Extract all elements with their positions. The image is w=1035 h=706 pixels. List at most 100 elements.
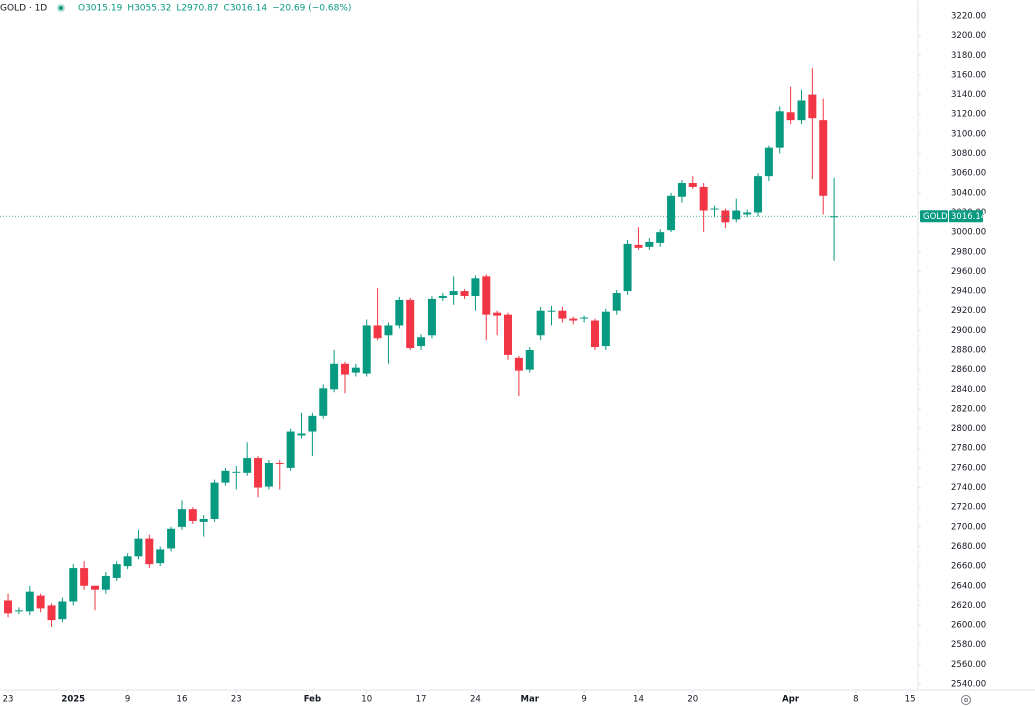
candle-body: [90, 585, 99, 590]
candle-body: [112, 564, 121, 578]
x-tick-label: 14: [633, 695, 644, 705]
candle-body: [569, 318, 578, 321]
candle-body: [221, 470, 230, 483]
y-tick-label: 3060.00: [951, 169, 986, 179]
x-tick-label: 8: [853, 695, 858, 705]
candle-body: [384, 325, 393, 336]
candle-body: [4, 600, 13, 614]
candle-body: [764, 147, 773, 177]
candle-body: [275, 462, 284, 464]
y-tick-label: 2760.00: [951, 463, 986, 473]
price-tag: [949, 210, 983, 223]
legend-value: L2970.87: [176, 4, 218, 14]
x-tick-label: 2025: [61, 695, 85, 705]
legend-value: O3015.19: [78, 4, 123, 14]
candle-body: [449, 291, 458, 295]
candle-body: [69, 568, 78, 602]
candle-body: [406, 299, 415, 349]
y-tick-label: 2540.00: [951, 680, 986, 690]
candle-body: [264, 462, 273, 487]
y-tick-label: 3160.00: [951, 70, 986, 80]
x-tick-label: 9: [125, 695, 130, 705]
candle-body: [330, 363, 339, 390]
candle-body: [297, 433, 306, 436]
candle-body: [721, 210, 730, 223]
y-tick-label: 2960.00: [951, 267, 986, 277]
y-tick-label: 3040.00: [951, 188, 986, 198]
candle-body: [460, 291, 469, 296]
candle-body: [623, 243, 632, 292]
y-tick-label: 3100.00: [951, 129, 986, 139]
candle-body: [243, 458, 252, 473]
y-tick-label: 2800.00: [951, 424, 986, 434]
candle-body: [525, 350, 534, 370]
x-tick-label: 24: [470, 695, 481, 705]
candle-body: [547, 310, 556, 312]
candle-body: [25, 591, 34, 612]
chart-title: GOLD · 1D: [0, 4, 47, 14]
x-tick-label: Feb: [304, 695, 321, 705]
candle-body: [177, 509, 186, 527]
candle-body: [710, 208, 719, 210]
candle-body: [167, 528, 176, 549]
candle-body: [123, 556, 132, 567]
legend: O3015.19 H3055.32 L2970.87 C3016.14 −20.69 (…: [78, 4, 351, 14]
candle-body: [188, 509, 197, 521]
candle-body: [743, 212, 752, 215]
candle-body: [819, 120, 828, 196]
x-tick-label: 23: [231, 695, 242, 705]
candle-body: [199, 518, 208, 522]
candle-body: [340, 363, 349, 375]
legend-value: −20.69 (−0.68%): [272, 4, 351, 14]
x-tick-label: Apr: [782, 695, 800, 705]
plot: [0, 68, 918, 628]
y-tick-label: 2940.00: [951, 287, 986, 297]
x-tick-label: 23: [3, 695, 14, 705]
x-tick-label: 16: [177, 695, 188, 705]
candle-body: [601, 311, 610, 347]
candle-body: [362, 325, 371, 374]
y-tick-label: 2660.00: [951, 562, 986, 572]
settings-icon-core[interactable]: [964, 698, 968, 702]
legend-value: C3016.14: [224, 4, 268, 14]
candle-body: [471, 278, 480, 296]
candle-body: [645, 241, 654, 247]
candle-body: [47, 605, 56, 621]
candle-body: [558, 310, 567, 319]
candle-body: [634, 244, 643, 248]
candle-body: [395, 299, 404, 326]
candle-body: [830, 216, 839, 218]
candle-body: [786, 112, 795, 121]
y-tick-label: 2820.00: [951, 404, 986, 414]
y-tick-label: 3180.00: [951, 51, 986, 61]
symbol-tag-text: GOLD: [923, 212, 948, 222]
candle-body: [656, 232, 665, 243]
candle-body: [156, 549, 165, 564]
candle-body: [210, 482, 219, 519]
y-tick-label: 2840.00: [951, 385, 986, 395]
candle-body: [145, 538, 154, 565]
y-tick-label: 3200.00: [951, 31, 986, 41]
candle-body: [438, 295, 447, 298]
candle-body: [482, 276, 491, 315]
settings-icon[interactable]: [961, 695, 971, 705]
candle-body: [319, 388, 328, 416]
candle-body: [677, 183, 686, 197]
candle-body: [688, 183, 697, 187]
symbol-tag: [920, 210, 948, 223]
candle-body: [80, 568, 89, 586]
candle-body: [232, 471, 241, 473]
status-dot-core: [59, 6, 63, 10]
candle-body: [254, 458, 263, 488]
legend-value: H3055.32: [127, 4, 171, 14]
candle-body: [797, 100, 806, 121]
y-tick-label: 2860.00: [951, 365, 986, 375]
price-tag-text: 3016.14: [951, 212, 986, 222]
y-tick-label: 2680.00: [951, 542, 986, 552]
x-tick-label: Mar: [521, 695, 540, 705]
y-tick-label: 2980.00: [951, 247, 986, 257]
candle-body: [308, 415, 317, 432]
y-tick-label: 2880.00: [951, 346, 986, 356]
y-tick-label: 2740.00: [951, 483, 986, 493]
